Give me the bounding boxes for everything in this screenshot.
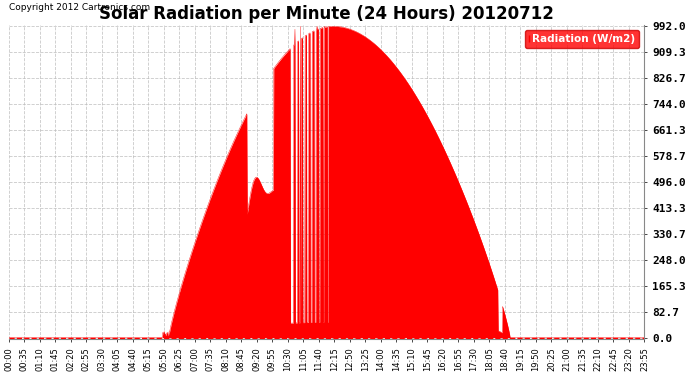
- Title: Solar Radiation per Minute (24 Hours) 20120712: Solar Radiation per Minute (24 Hours) 20…: [99, 5, 554, 23]
- Legend: Radiation (W/m2): Radiation (W/m2): [524, 30, 639, 48]
- Text: Copyright 2012 Cartronics.com: Copyright 2012 Cartronics.com: [9, 3, 150, 12]
